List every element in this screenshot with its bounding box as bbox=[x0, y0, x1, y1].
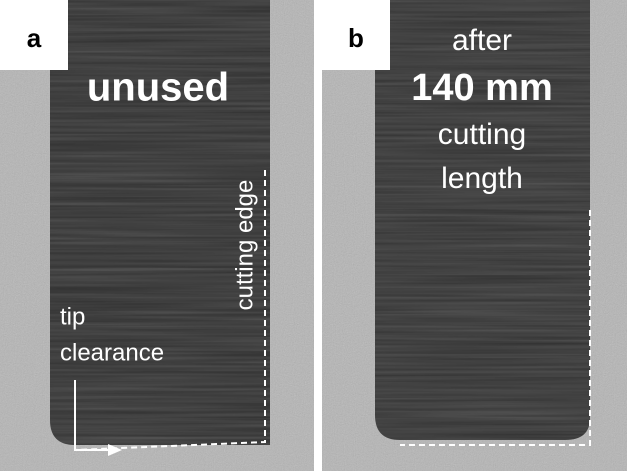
caption: after bbox=[452, 24, 512, 57]
caption: 140 mm bbox=[411, 67, 553, 109]
caption: length bbox=[441, 162, 523, 195]
caption: unused bbox=[87, 66, 229, 110]
panel-label: a bbox=[27, 23, 42, 53]
panel-b: b after 140 mm cutting length bbox=[322, 0, 627, 471]
edge-label: cutting edge bbox=[231, 180, 258, 311]
tip-label: clearance bbox=[60, 339, 164, 366]
panel-a: a unused cutting edge tip clearance bbox=[0, 0, 314, 471]
tip-label: tip bbox=[60, 303, 85, 330]
tool-texture bbox=[375, 0, 590, 440]
caption: cutting bbox=[438, 118, 526, 151]
panel-label: b bbox=[348, 23, 364, 53]
figure: a unused cutting edge tip clearance b af… bbox=[0, 0, 627, 471]
